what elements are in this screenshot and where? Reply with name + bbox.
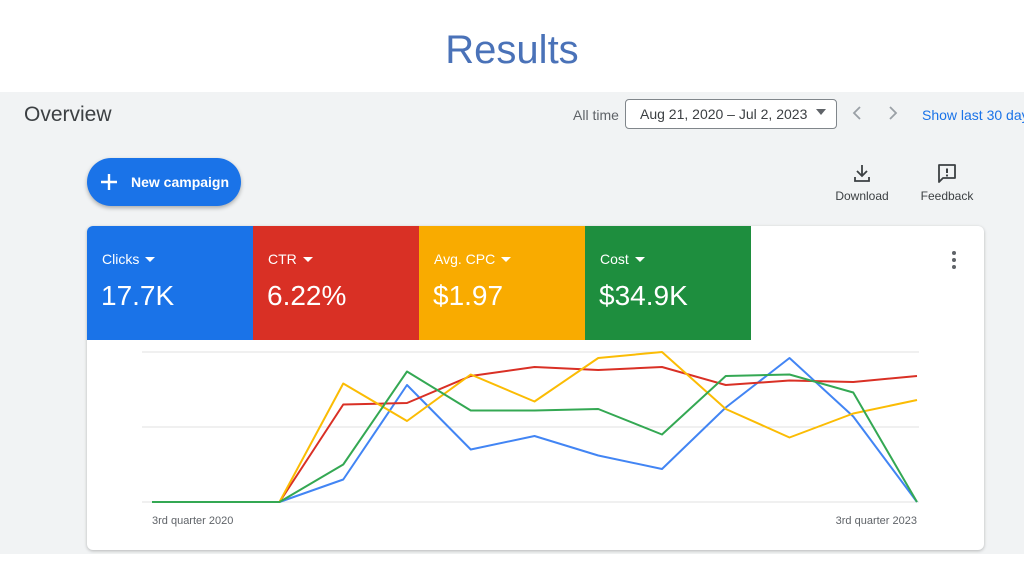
overview-panel: Overview All time Aug 21, 2020 – Jul 2, …	[0, 92, 1024, 554]
metric-avg-cpc-label: Avg. CPC	[434, 251, 496, 267]
x-axis-label-end: 3rd quarter 2023	[836, 515, 917, 527]
feedback-icon	[938, 164, 956, 183]
new-campaign-label: New campaign	[131, 174, 230, 190]
chevron-right-icon	[889, 106, 898, 120]
series-line-cost	[152, 370, 918, 503]
metric-ctr-value: 6.22%	[267, 280, 347, 311]
date-range-dropdown[interactable]: Aug 21, 2020 – Jul 2, 2023	[625, 99, 837, 129]
metric-ctr-label: CTR	[268, 251, 297, 267]
prev-range-button[interactable]	[845, 101, 869, 125]
next-range-button[interactable]	[881, 101, 905, 125]
slide-title: Results	[445, 28, 579, 72]
series-line-clicks	[152, 357, 918, 503]
show-last-30-days-link[interactable]: Show last 30 days	[922, 107, 1024, 123]
feedback-button[interactable]: Feedback	[912, 162, 982, 203]
download-label: Download	[835, 189, 889, 203]
download-icon	[854, 165, 870, 182]
feedback-label: Feedback	[920, 189, 974, 203]
page-title: Overview	[24, 103, 112, 126]
dropdown-arrow-icon	[501, 256, 512, 262]
caret-down-icon	[816, 109, 826, 115]
metric-ctr[interactable]: CTR 6.22%	[253, 226, 419, 340]
series-line-ctr	[152, 366, 918, 503]
more-options-icon[interactable]	[944, 248, 964, 272]
chevron-left-icon	[852, 106, 861, 120]
performance-chart: 3rd quarter 2020 3rd quarter 2023	[142, 351, 919, 527]
dropdown-arrow-icon	[302, 256, 313, 262]
metric-clicks[interactable]: Clicks 17.7K	[87, 226, 253, 340]
x-axis-label-start: 3rd quarter 2020	[152, 515, 233, 527]
metric-cost-label: Cost	[600, 251, 629, 267]
metric-cost-value: $34.9K	[599, 280, 688, 311]
range-label: All time	[573, 107, 619, 123]
metric-clicks-label: Clicks	[102, 251, 140, 267]
performance-card: Clicks 17.7K CTR 6.22% Avg. CPC $1.97 Co…	[87, 226, 984, 550]
download-button[interactable]: Download	[827, 162, 897, 203]
metric-cost[interactable]: Cost $34.9K	[585, 226, 751, 340]
metric-avg-cpc-value: $1.97	[433, 280, 504, 311]
metric-clicks-value: 17.7K	[101, 280, 175, 311]
date-range-value: Aug 21, 2020 – Jul 2, 2023	[640, 106, 808, 122]
metric-tiles: Clicks 17.7K CTR 6.22% Avg. CPC $1.97 Co…	[87, 226, 751, 340]
dropdown-arrow-icon	[145, 256, 156, 262]
dropdown-arrow-icon	[634, 256, 645, 262]
plus-icon	[101, 174, 117, 190]
new-campaign-button[interactable]: New campaign	[87, 158, 241, 206]
metric-avg-cpc[interactable]: Avg. CPC $1.97	[419, 226, 585, 340]
